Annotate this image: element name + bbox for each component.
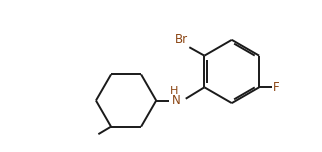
Text: F: F	[273, 81, 280, 94]
Text: Br: Br	[175, 33, 188, 46]
Text: N: N	[171, 94, 180, 107]
Text: H: H	[170, 86, 178, 96]
